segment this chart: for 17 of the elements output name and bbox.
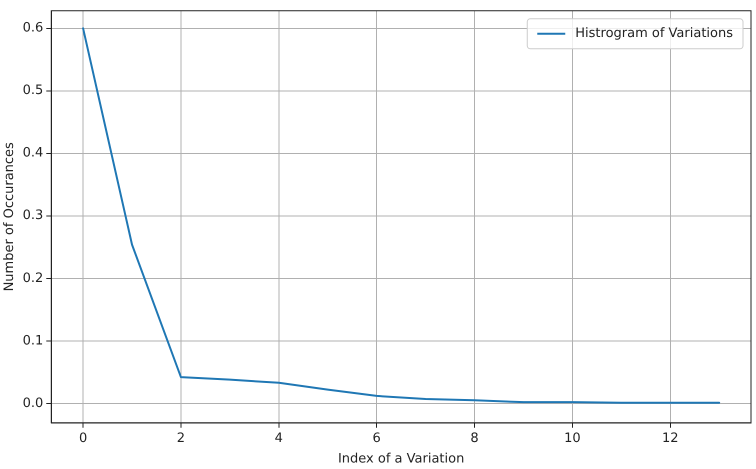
- x-tick-label: 0: [78, 430, 88, 446]
- y-axis-title: Number of Occurances: [2, 142, 18, 292]
- y-tick-label: 0.2: [22, 270, 44, 286]
- x-axis-title: Index of a Variation: [338, 452, 464, 467]
- y-tick-label: 0.0: [22, 396, 44, 411]
- x-tick-label: 2: [176, 430, 186, 446]
- y-tick-label: 0.4: [22, 146, 44, 161]
- x-tick-label: 6: [372, 430, 381, 446]
- y-tick-label: 0.1: [22, 333, 44, 348]
- x-tick-label: 12: [662, 430, 679, 446]
- x-tick-label: 8: [470, 430, 479, 446]
- y-tick-label: 0.3: [22, 208, 44, 224]
- legend-label: Histrogram of Variations: [575, 26, 734, 42]
- y-tick-label: 0.6: [22, 20, 44, 36]
- x-tick-label: 4: [274, 430, 283, 446]
- x-tick-label: 10: [564, 430, 581, 446]
- y-tick-label: 0.5: [22, 83, 44, 98]
